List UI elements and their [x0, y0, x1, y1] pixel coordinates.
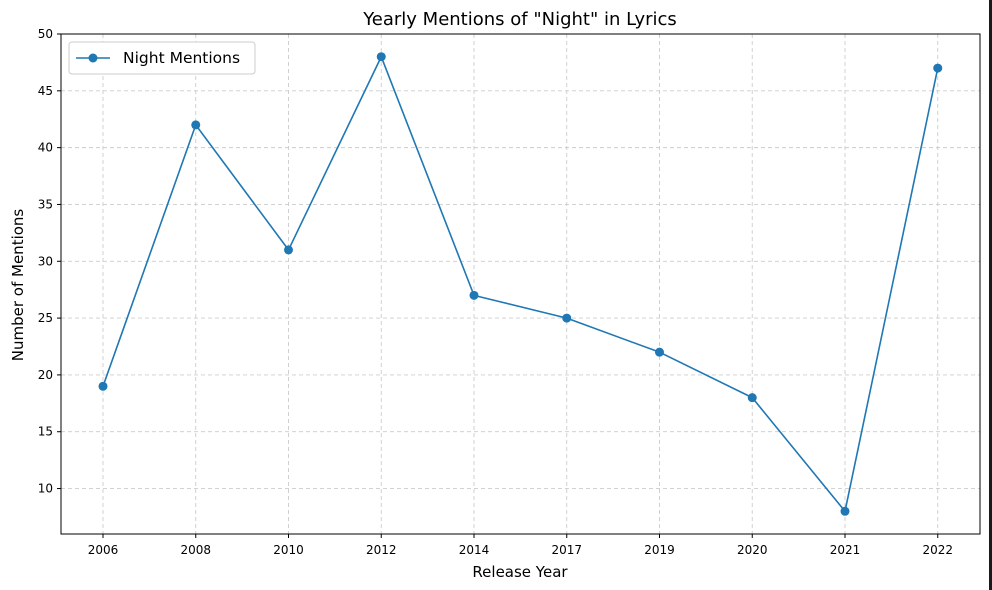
- x-tick-label: 2021: [830, 543, 861, 557]
- x-tick-label: 2014: [459, 543, 490, 557]
- y-tick-label: 50: [38, 27, 53, 41]
- y-tick-label: 35: [38, 197, 53, 211]
- y-tick-label: 40: [38, 141, 53, 155]
- x-tick-label: 2020: [737, 543, 768, 557]
- x-tick-label: 2006: [88, 543, 119, 557]
- legend-label: Night Mentions: [123, 49, 240, 67]
- data-point: [747, 393, 757, 403]
- legend-box: [68, 41, 256, 75]
- axis-ticks: 2006 2008 2010 2012 2014 2017 2019 2020 2021 2022…: [38, 27, 953, 557]
- y-tick-label: 10: [38, 482, 53, 496]
- data-point: [98, 381, 108, 391]
- series-layer: [98, 52, 943, 516]
- data-point: [469, 290, 479, 300]
- x-tick-label: 2008: [180, 543, 211, 557]
- x-tick-label: 2010: [273, 543, 304, 557]
- x-tick-label: 2012: [366, 543, 397, 557]
- y-tick-label: 20: [38, 368, 53, 382]
- series-line: [102, 55, 939, 513]
- chart-title: Yearly Mentions of "Night" in Lyrics: [362, 9, 677, 30]
- data-point: [933, 63, 943, 73]
- data-point: [191, 120, 201, 130]
- data-point: [840, 506, 850, 516]
- y-axis-title: Number of Mentions: [9, 209, 27, 362]
- legend: Night Mentions: [68, 41, 256, 75]
- x-tick-label: 2019: [644, 543, 675, 557]
- y-tick-label: 30: [38, 254, 53, 268]
- x-tick-label: 2017: [551, 543, 582, 557]
- plot-area-frame: [60, 33, 981, 535]
- y-tick-label: 15: [38, 425, 53, 439]
- legend-marker-swatch: [88, 53, 98, 63]
- y-tick-label: 45: [38, 84, 53, 98]
- data-point: [376, 52, 386, 62]
- y-tick-label: 25: [38, 311, 53, 325]
- data-point: [284, 245, 293, 255]
- x-tick-label: 2022: [922, 543, 953, 557]
- data-point: [655, 347, 664, 357]
- data-point: [562, 313, 572, 323]
- window-edge: [989, 0, 992, 590]
- x-axis-title: Release Year: [472, 563, 568, 581]
